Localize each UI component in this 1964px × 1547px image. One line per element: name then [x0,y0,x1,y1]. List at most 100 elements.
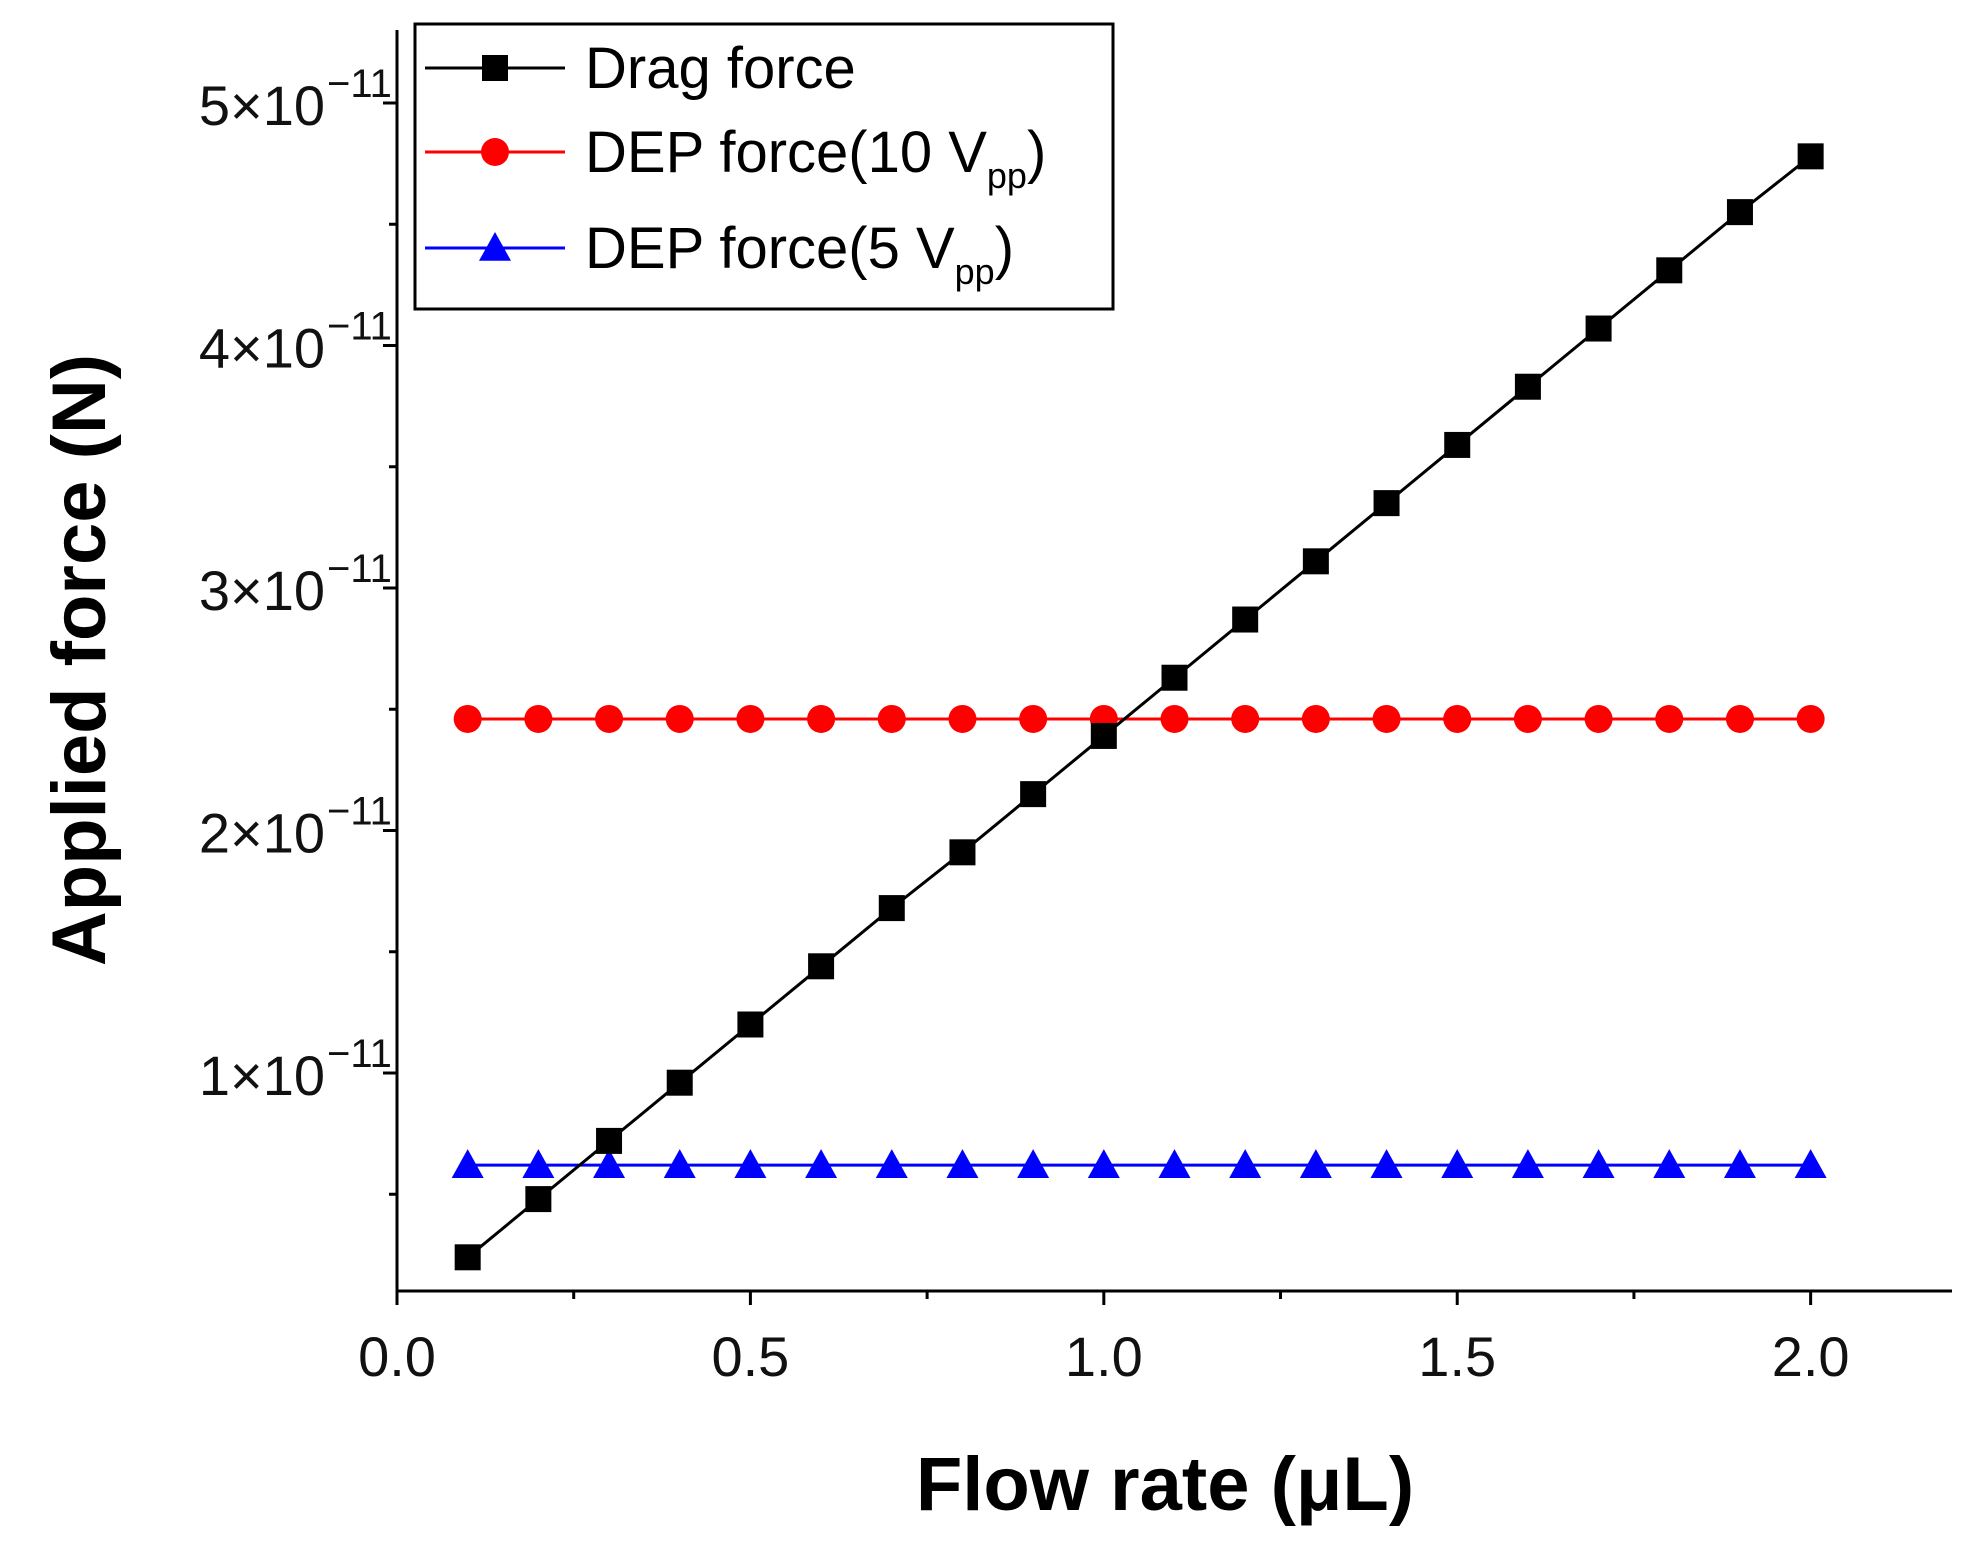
data-point [666,1069,693,1096]
data-point [1299,1149,1332,1178]
y-tick-exponent: −11 [327,547,392,591]
data-point [1726,199,1753,226]
data-point [1231,704,1260,733]
data-point [737,1011,764,1038]
y-tick-mantissa: 3×10 [199,559,325,622]
data-point [1723,1149,1756,1178]
legend-label-tail: ) [1027,120,1046,185]
legend-marker [479,232,511,261]
data-point [1513,704,1542,733]
data-point [1232,606,1259,633]
data-point [1301,704,1330,733]
data-point [663,1149,696,1178]
data-point [453,704,482,733]
data-point [1511,1149,1544,1178]
data-point [877,704,906,733]
legend-label-subscript: pp [955,251,995,292]
y-tick-mantissa: 2×10 [199,802,325,865]
data-point [1725,704,1754,733]
series-triangle [451,1149,1827,1178]
x-axis-title: Flow rate (μL) [916,1442,1414,1527]
data-point [875,1149,908,1178]
y-tick-label: 1×10 [199,1044,325,1107]
series-circle [453,704,1825,733]
y-tick-exponent: −11 [327,790,392,834]
data-point [1653,1149,1686,1178]
legend-marker [482,55,508,81]
data-point [1158,1149,1191,1178]
legend-item: Drag force [425,36,856,101]
data-point [1444,431,1471,458]
legend-label-tail: ) [995,216,1014,281]
data-point [805,1149,838,1178]
x-ticks: 0.0 0.5 1.0 1.5 2.0 [358,1291,1850,1388]
data-point [878,895,905,922]
legend-box [413,22,1115,311]
legend-label: DEP force(10 Vpp) [585,120,1046,196]
data-point [1017,1149,1050,1178]
series-layer [451,143,1827,1271]
data-point [1370,1149,1403,1178]
legend-label-main: DEP force(10 V [585,120,987,185]
data-point [1655,704,1684,733]
data-point [736,704,765,733]
y-axis-title: Applied force (N) [37,354,122,966]
x-tick-label: 2.0 [1772,1325,1850,1388]
data-point [593,1149,626,1178]
data-point [1229,1149,1262,1178]
legend-label: DEP force(5 Vpp) [585,216,1014,292]
data-point [524,704,553,733]
x-tick-label: 0.5 [711,1325,789,1388]
data-point [1794,1149,1827,1178]
data-point [949,839,976,866]
y-tick-mantissa: 1×10 [199,1044,325,1107]
y-tick-label: 4×10 [199,317,325,380]
data-point [1656,257,1683,284]
x-tick-label: 0.0 [358,1325,436,1388]
data-point [1087,1149,1120,1178]
y-tick-exponent: −11 [327,1032,392,1076]
data-point [1584,704,1613,733]
data-point [595,704,624,733]
y-tick-label: 3×10 [199,559,325,622]
x-tick-label: 1.0 [1065,1325,1143,1388]
legend-item: DEP force(5 Vpp) [425,216,1014,292]
data-point [665,704,694,733]
legend-label-main: Drag force [585,36,856,101]
data-point [808,953,835,980]
data-point [948,704,977,733]
data-point [1582,1149,1615,1178]
data-point [596,1127,623,1154]
data-point [1514,373,1541,400]
data-point [1160,704,1189,733]
y-tick-mantissa: 4×10 [199,317,325,380]
data-point [454,1244,481,1271]
data-point [1372,704,1401,733]
data-point [522,1149,555,1178]
legend-marker [481,138,509,166]
legend-label-subscript: pp [987,155,1027,196]
x-tick-label: 1.5 [1418,1325,1496,1388]
y-tick-label: 2×10 [199,802,325,865]
y-tick-mantissa: 5×10 [199,74,325,137]
data-point [1019,704,1048,733]
data-point [807,704,836,733]
legend-label-main: DEP force(5 V [585,216,955,281]
data-point [1585,315,1612,342]
data-point [1090,722,1117,749]
data-point [1797,143,1824,170]
data-point [1020,781,1047,808]
data-point [946,1149,979,1178]
data-point [525,1186,552,1213]
y-tick-exponent: −11 [327,62,392,106]
data-point [1443,704,1472,733]
y-ticks: 1×10 −112×10 −113×10 −114×10 −115×10 −11 [199,62,397,1196]
data-point [1796,704,1825,733]
y-tick-exponent: −11 [327,305,392,349]
y-tick-label: 5×10 [199,74,325,137]
data-point [1161,664,1188,691]
legend-item: DEP force(10 Vpp) [425,120,1046,196]
data-point [451,1149,484,1178]
data-point [1302,548,1329,575]
data-point [1373,490,1400,517]
